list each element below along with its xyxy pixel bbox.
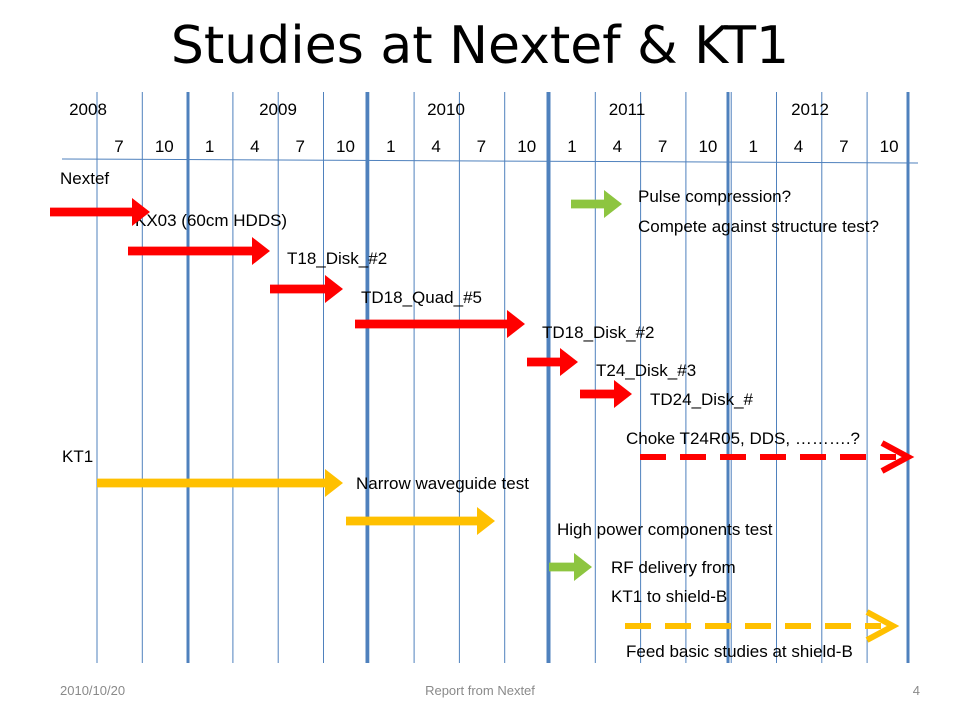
- slide-title: Studies at Nextef & KT1: [170, 16, 790, 76]
- task-label: TD18_Quad_#5: [361, 288, 482, 307]
- task-label: RF delivery from: [611, 558, 736, 577]
- month-label: 10: [880, 137, 899, 156]
- task-arrow: [128, 237, 270, 265]
- month-label: 10: [155, 137, 174, 156]
- month-label: 7: [839, 137, 848, 156]
- task-arrow: [580, 380, 632, 408]
- task-label: Choke T24R05, DDS, ……….?: [626, 429, 860, 448]
- month-label: 4: [431, 137, 440, 156]
- task-label: Pulse compression?: [638, 187, 791, 206]
- task-arrow: [50, 198, 150, 226]
- year-label: 2010: [427, 100, 465, 119]
- task-label: High power components test: [557, 520, 773, 539]
- footer-center: Report from Nextef: [425, 683, 535, 698]
- timeline-grid: [61, 92, 919, 663]
- task-label: Narrow waveguide test: [356, 474, 529, 493]
- task-label: T24_Disk_#3: [596, 361, 696, 380]
- year-label: 2008: [69, 100, 107, 119]
- month-label: 4: [250, 137, 259, 156]
- task-arrow: [527, 348, 578, 376]
- year-label: 2009: [259, 100, 297, 119]
- section-label: KT1: [62, 447, 93, 466]
- month-label: 7: [658, 137, 667, 156]
- task-arrow-head: [880, 440, 915, 474]
- footer-date: 2010/10/20: [60, 683, 126, 698]
- month-label: 1: [205, 137, 214, 156]
- task-arrow: [549, 553, 592, 581]
- month-label: 10: [336, 137, 355, 156]
- month-label: 7: [477, 137, 486, 156]
- timeline-labels: 7 10 1 4 7 10 1 4 7 10 1 4 7 10 1 4 7 10 2008 2009 2010 2011 2…: [60, 100, 899, 661]
- task-arrow: [355, 310, 525, 338]
- month-label: 4: [794, 137, 803, 156]
- section-label: Nextef: [60, 169, 109, 188]
- month-label: 7: [295, 137, 304, 156]
- month-label: 7: [114, 137, 123, 156]
- header-rule: [61, 158, 919, 164]
- month-label: 1: [748, 137, 757, 156]
- task-label-line2: KT1 to shield-B: [611, 587, 727, 606]
- year-label: 2012: [791, 100, 829, 119]
- month-label: 4: [613, 137, 622, 156]
- month-label: 1: [386, 137, 395, 156]
- task-label-line2: Compete against structure test?: [638, 217, 879, 236]
- task-label: TD24_Disk_#: [650, 390, 754, 409]
- month-label: 10: [517, 137, 536, 156]
- task-arrow: [346, 507, 495, 535]
- year-label: 2011: [609, 100, 646, 119]
- task-label: KX03 (60cm HDDS): [135, 211, 287, 230]
- month-label: 1: [567, 137, 576, 156]
- task-arrow: [97, 469, 343, 497]
- task-label: T18_Disk_#2: [287, 249, 387, 268]
- task-label: TD18_Disk_#2: [542, 323, 654, 342]
- task-arrow: [270, 275, 343, 303]
- timeline-tasks: [50, 190, 915, 643]
- month-label: 10: [698, 137, 717, 156]
- task-arrow: [571, 190, 622, 218]
- task-label: Feed basic studies at shield-B: [626, 642, 853, 661]
- page-number: 4: [912, 683, 920, 698]
- task-arrow-head: [865, 609, 900, 643]
